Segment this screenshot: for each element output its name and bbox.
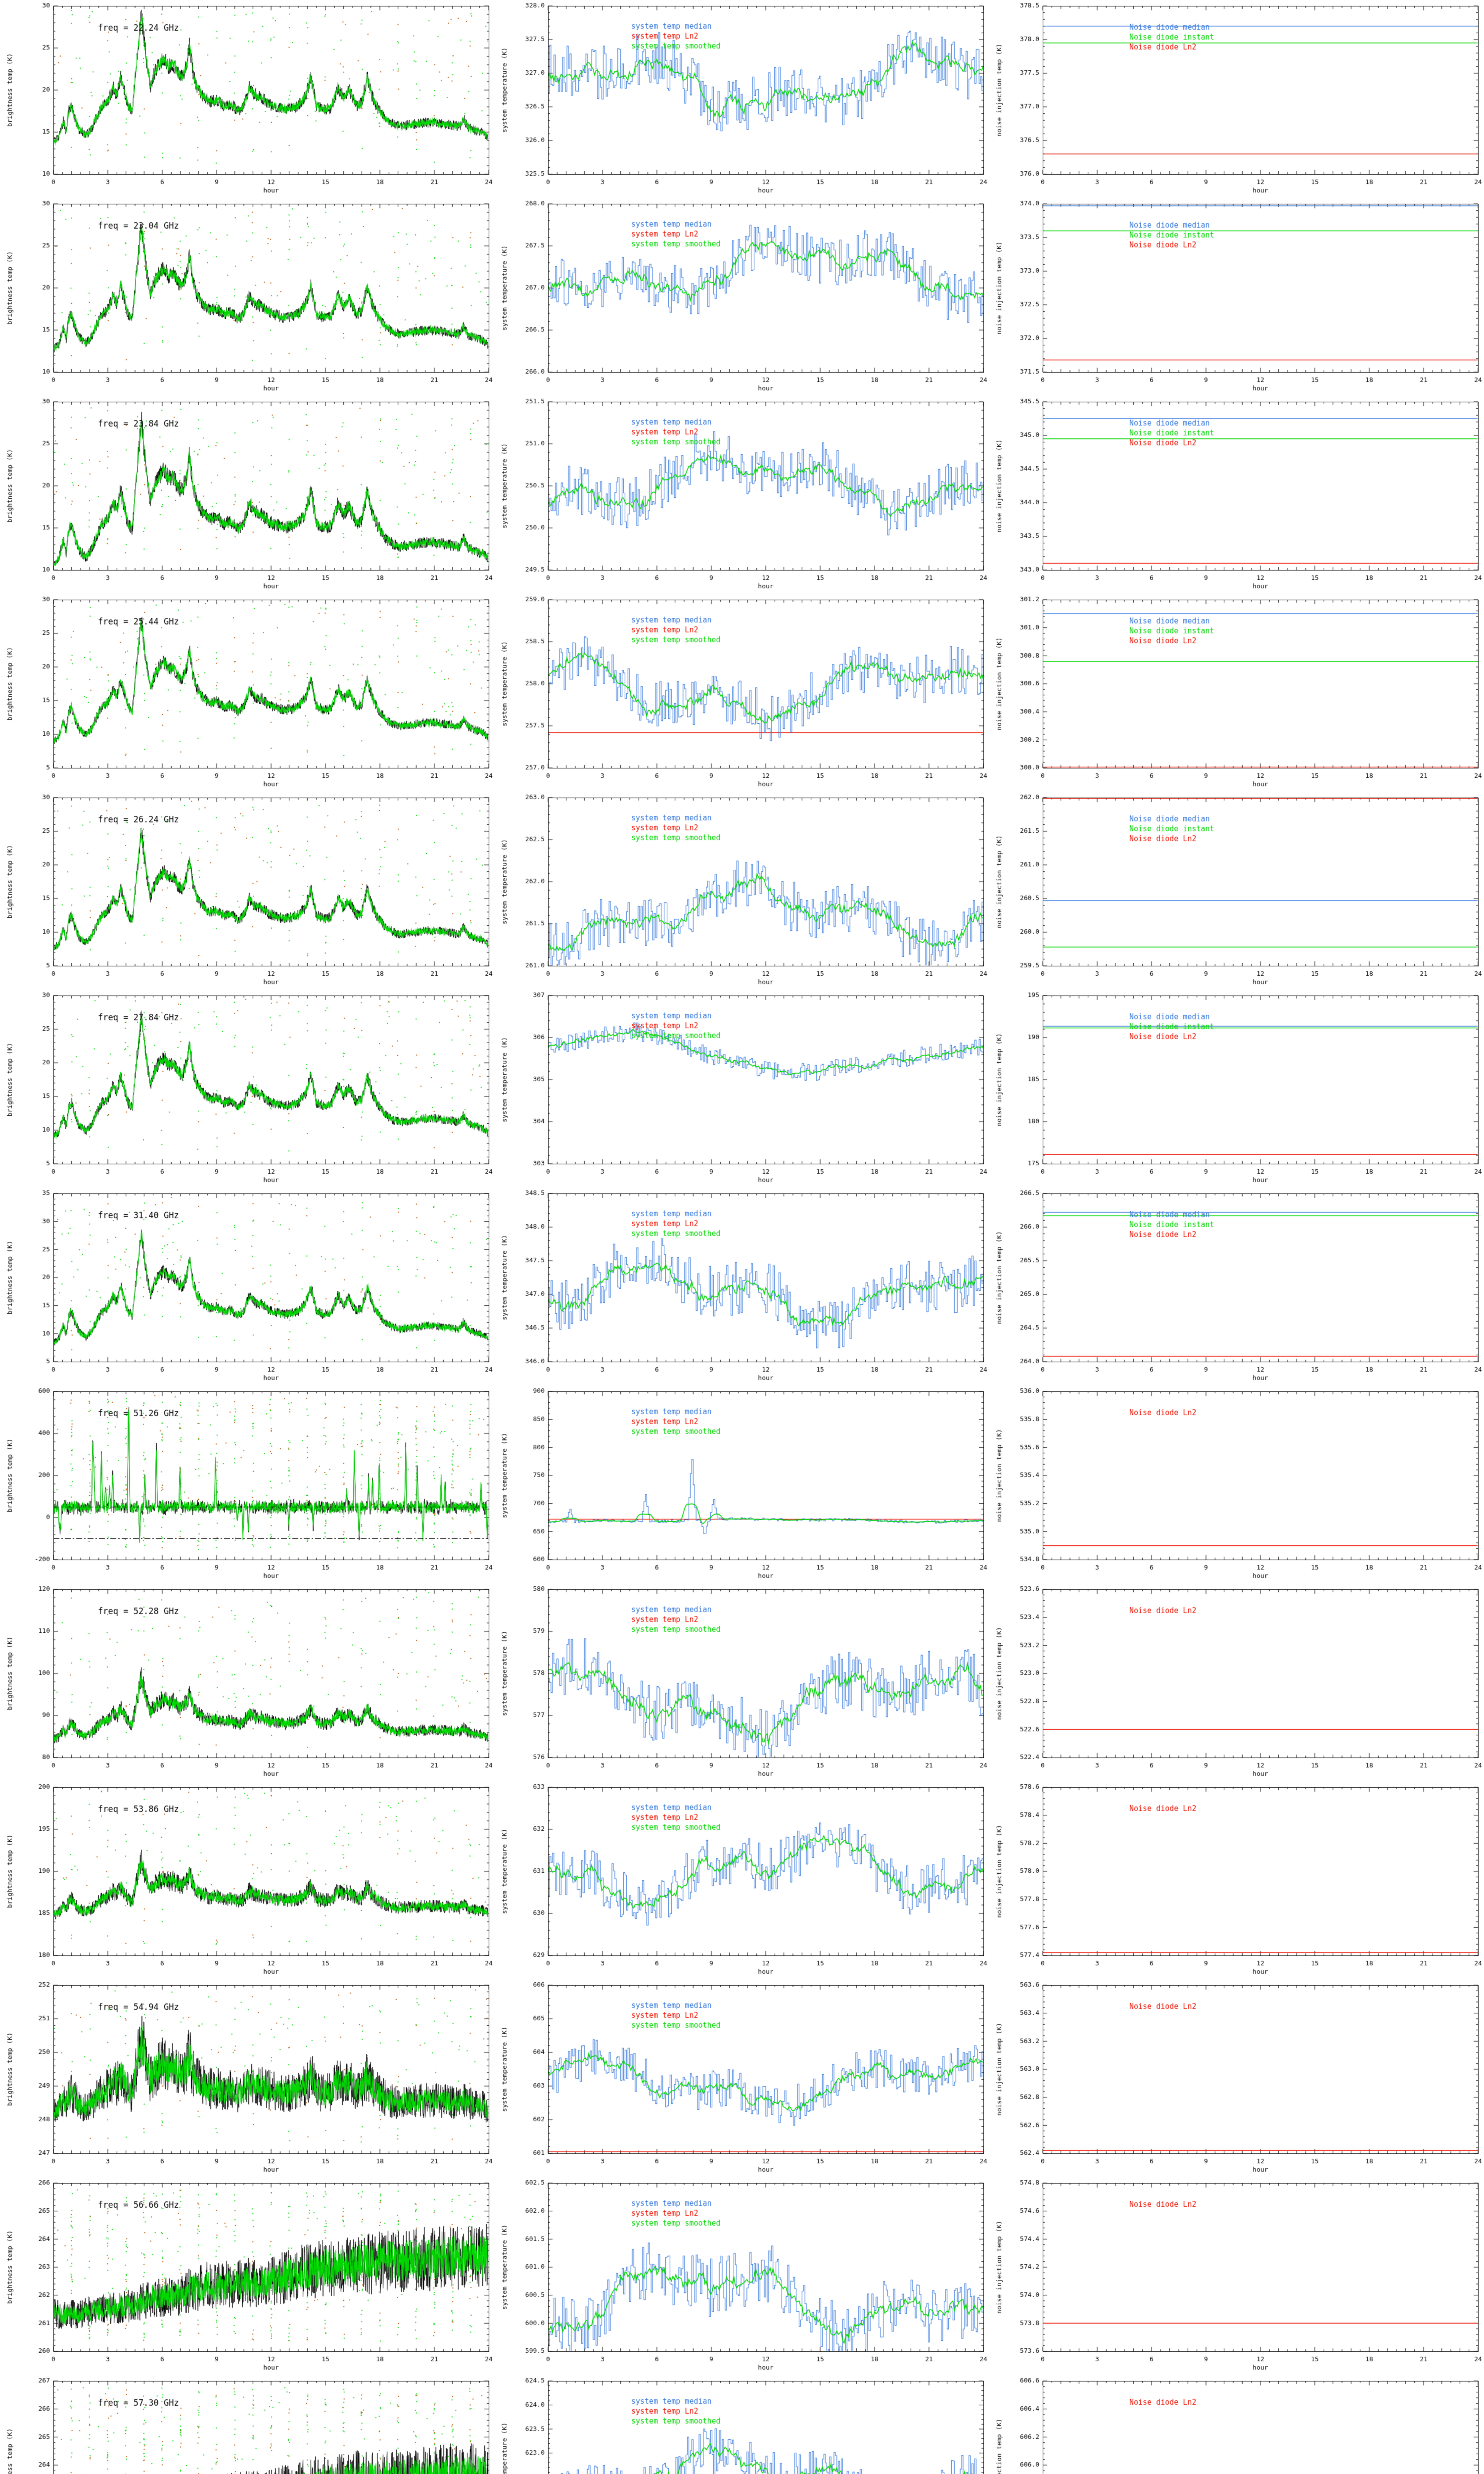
row-3-system-temp-plot	[495, 396, 989, 594]
row-7-brightness-temp-plot	[0, 1188, 495, 1385]
noise-diode-plot-cell	[989, 792, 1484, 990]
plot-row	[0, 1583, 1484, 1781]
row-8-system-temp-plot	[495, 1385, 989, 1583]
row-4-brightness-temp-plot	[0, 594, 495, 792]
system-temp-plot-cell	[495, 2375, 989, 2474]
brightness-temp-plot-cell	[0, 396, 495, 594]
row-4-system-temp-plot	[495, 594, 989, 792]
brightness-temp-plot-cell	[0, 198, 495, 396]
system-temp-plot-cell	[495, 1979, 989, 2177]
row-6-noise-diode-plot	[989, 990, 1484, 1188]
row-9-brightness-temp-plot	[0, 1583, 495, 1781]
plot-row	[0, 1385, 1484, 1583]
row-13-noise-diode-plot	[989, 2375, 1484, 2474]
row-8-brightness-temp-plot	[0, 1385, 495, 1583]
brightness-temp-plot-cell	[0, 1385, 495, 1583]
row-13-system-temp-plot	[495, 2375, 989, 2474]
system-temp-plot-cell	[495, 1188, 989, 1385]
row-7-system-temp-plot	[495, 1188, 989, 1385]
row-2-brightness-temp-plot	[0, 198, 495, 396]
plot-row	[0, 594, 1484, 792]
plot-row	[0, 1781, 1484, 1979]
row-1-noise-diode-plot	[989, 0, 1484, 198]
system-temp-plot-cell	[495, 594, 989, 792]
noise-diode-plot-cell	[989, 2177, 1484, 2375]
noise-diode-plot-cell	[989, 594, 1484, 792]
system-temp-plot-cell	[495, 2177, 989, 2375]
system-temp-plot-cell	[495, 0, 989, 198]
row-2-system-temp-plot	[495, 198, 989, 396]
row-3-noise-diode-plot	[989, 396, 1484, 594]
noise-diode-plot-cell	[989, 1583, 1484, 1781]
brightness-temp-plot-cell	[0, 2177, 495, 2375]
row-5-system-temp-plot	[495, 792, 989, 990]
row-12-brightness-temp-plot	[0, 2177, 495, 2375]
plot-row	[0, 2177, 1484, 2375]
system-temp-plot-cell	[495, 1781, 989, 1979]
row-12-system-temp-plot	[495, 2177, 989, 2375]
noise-diode-plot-cell	[989, 990, 1484, 1188]
system-temp-plot-cell	[495, 1583, 989, 1781]
plot-row	[0, 0, 1484, 198]
row-8-noise-diode-plot	[989, 1385, 1484, 1583]
brightness-temp-plot-cell	[0, 1583, 495, 1781]
brightness-temp-plot-cell	[0, 792, 495, 990]
plot-row	[0, 792, 1484, 990]
row-3-brightness-temp-plot	[0, 396, 495, 594]
brightness-temp-plot-cell	[0, 1979, 495, 2177]
row-11-system-temp-plot	[495, 1979, 989, 2177]
brightness-temp-plot-cell	[0, 594, 495, 792]
brightness-temp-plot-cell	[0, 1188, 495, 1385]
brightness-temp-plot-cell	[0, 990, 495, 1188]
row-5-brightness-temp-plot	[0, 792, 495, 990]
row-10-noise-diode-plot	[989, 1781, 1484, 1979]
noise-diode-plot-cell	[989, 2375, 1484, 2474]
system-temp-plot-cell	[495, 1385, 989, 1583]
brightness-temp-plot-cell	[0, 1781, 495, 1979]
row-11-brightness-temp-plot	[0, 1979, 495, 2177]
row-11-noise-diode-plot	[989, 1979, 1484, 2177]
system-temp-plot-cell	[495, 198, 989, 396]
noise-diode-plot-cell	[989, 1188, 1484, 1385]
noise-diode-plot-cell	[989, 1385, 1484, 1583]
row-10-brightness-temp-plot	[0, 1781, 495, 1979]
noise-diode-plot-cell	[989, 1979, 1484, 2177]
noise-diode-plot-cell	[989, 1781, 1484, 1979]
row-4-noise-diode-plot	[989, 594, 1484, 792]
row-7-noise-diode-plot	[989, 1188, 1484, 1385]
plot-row	[0, 990, 1484, 1188]
row-12-noise-diode-plot	[989, 2177, 1484, 2375]
plot-row	[0, 198, 1484, 396]
row-2-noise-diode-plot	[989, 198, 1484, 396]
plot-row	[0, 1188, 1484, 1385]
system-temp-plot-cell	[495, 792, 989, 990]
row-5-noise-diode-plot	[989, 792, 1484, 990]
system-temp-plot-cell	[495, 990, 989, 1188]
row-13-brightness-temp-plot	[0, 2375, 495, 2474]
noise-diode-plot-cell	[989, 396, 1484, 594]
plot-row	[0, 2375, 1484, 2474]
row-1-brightness-temp-plot	[0, 0, 495, 198]
row-6-system-temp-plot	[495, 990, 989, 1188]
plot-row	[0, 396, 1484, 594]
noise-diode-plot-cell	[989, 0, 1484, 198]
row-1-system-temp-plot	[495, 0, 989, 198]
noise-diode-plot-cell	[989, 198, 1484, 396]
row-9-noise-diode-plot	[989, 1583, 1484, 1781]
system-temp-plot-cell	[495, 396, 989, 594]
brightness-temp-plot-cell	[0, 0, 495, 198]
row-10-system-temp-plot	[495, 1781, 989, 1979]
row-6-brightness-temp-plot	[0, 990, 495, 1188]
plot-row	[0, 1979, 1484, 2177]
row-9-system-temp-plot	[495, 1583, 989, 1781]
brightness-temp-plot-cell	[0, 2375, 495, 2474]
